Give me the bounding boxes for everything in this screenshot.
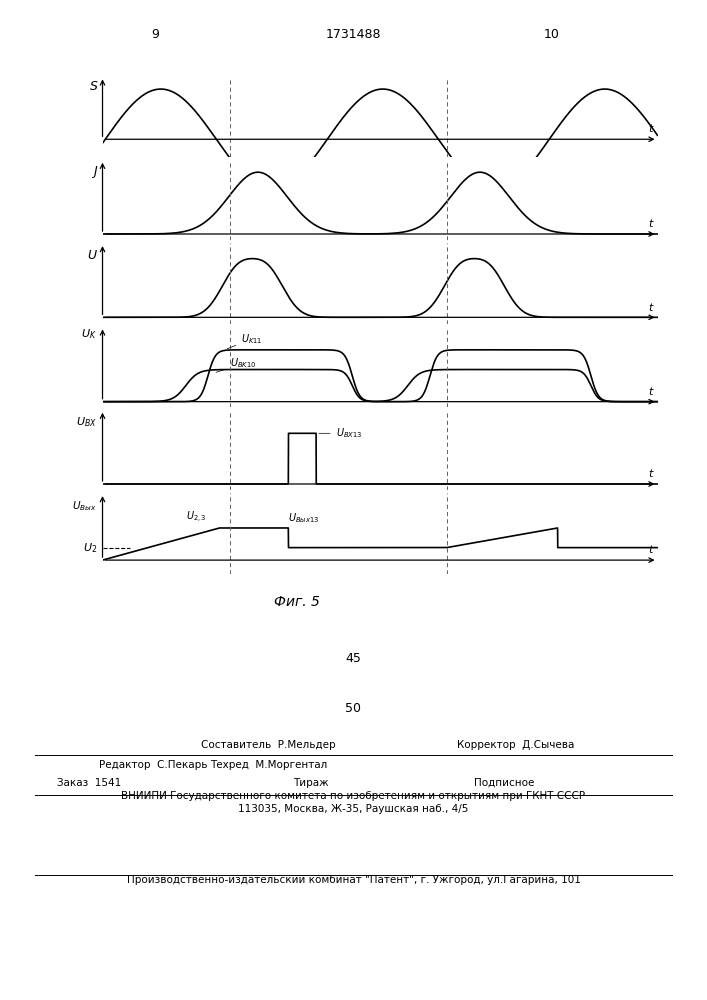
Text: Составитель  Р.Мельдер: Составитель Р.Мельдер xyxy=(201,740,336,750)
Text: 113035, Москва, Ж-35, Раушская наб., 4/5: 113035, Москва, Ж-35, Раушская наб., 4/5 xyxy=(238,804,469,814)
Text: $U_{BK10}$: $U_{BK10}$ xyxy=(216,356,257,372)
Text: $U_{BX}$: $U_{BX}$ xyxy=(76,415,97,429)
Text: $t$: $t$ xyxy=(648,385,655,397)
Text: 1731488: 1731488 xyxy=(326,28,381,41)
Text: 9: 9 xyxy=(151,28,160,41)
Text: Подписное: Подписное xyxy=(474,778,534,788)
Text: $U_{BX13}$: $U_{BX13}$ xyxy=(319,426,362,440)
Text: $U$: $U$ xyxy=(87,249,98,262)
Text: 10: 10 xyxy=(544,28,559,41)
Text: $U_{K11}$: $U_{K11}$ xyxy=(227,332,263,349)
Text: $U_{Bых}$: $U_{Bых}$ xyxy=(72,500,97,513)
Text: Заказ  1541: Заказ 1541 xyxy=(57,778,121,788)
Text: $U_{2,3}$: $U_{2,3}$ xyxy=(187,510,207,525)
Text: $J$: $J$ xyxy=(90,164,98,180)
Text: 50: 50 xyxy=(346,702,361,715)
Text: 45: 45 xyxy=(346,652,361,665)
Text: $t$: $t$ xyxy=(648,301,655,313)
Text: Фиг. 5: Фиг. 5 xyxy=(274,595,320,609)
Text: Редактор  С.Пекарь: Редактор С.Пекарь xyxy=(99,760,207,770)
Text: $U_K$: $U_K$ xyxy=(81,327,97,341)
Text: $t$: $t$ xyxy=(648,467,655,479)
Text: ВНИИПИ Государственного комитета по изобретениям и открытиям при ГКНТ СССР: ВНИИПИ Государственного комитета по изоб… xyxy=(122,791,585,801)
Text: $t$: $t$ xyxy=(648,543,655,555)
Text: $U_{Bых13}$: $U_{Bых13}$ xyxy=(288,511,320,525)
Text: $t$: $t$ xyxy=(648,122,655,134)
Text: $U_2$: $U_2$ xyxy=(83,541,97,555)
Text: Корректор  Д.Сычева: Корректор Д.Сычева xyxy=(457,740,575,750)
Text: Тираж: Тираж xyxy=(293,778,329,788)
Text: Техред  М.Моргентал: Техред М.Моргентал xyxy=(210,760,327,770)
Text: $S$: $S$ xyxy=(88,80,98,93)
Text: Производственно-издательский комбинат "Патент", г. Ужгород, ул.Гагарина, 101: Производственно-издательский комбинат "П… xyxy=(127,875,580,885)
Text: $t$: $t$ xyxy=(648,217,655,229)
